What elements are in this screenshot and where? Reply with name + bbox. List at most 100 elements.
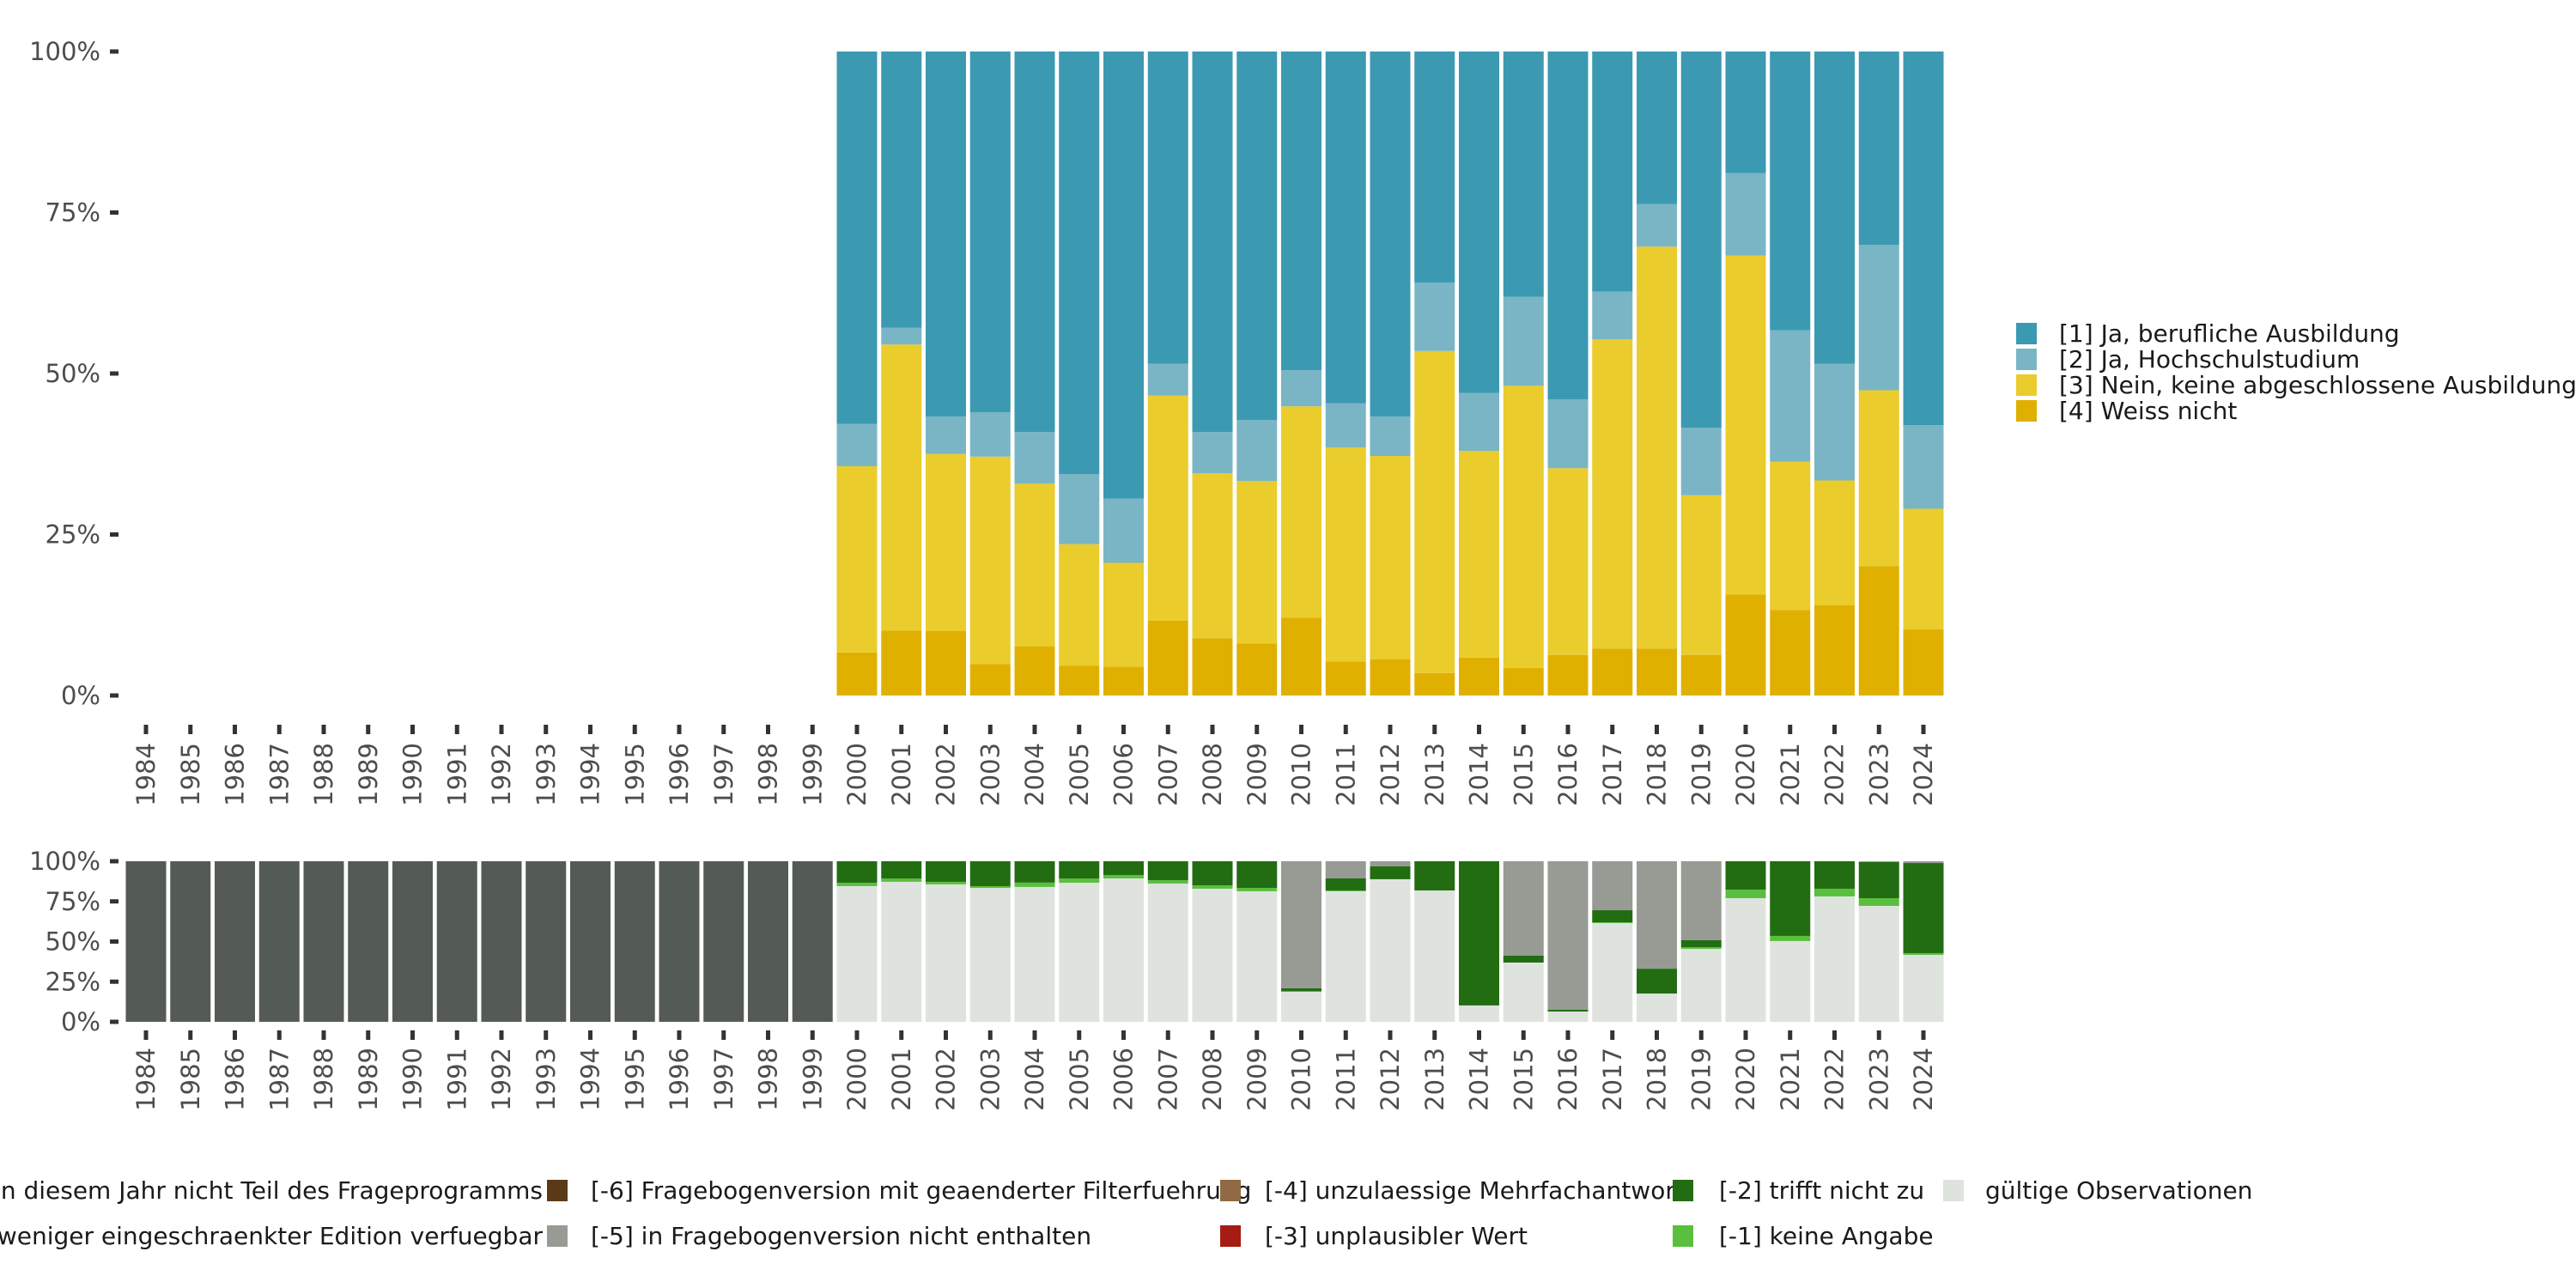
bar-segment (1414, 350, 1455, 673)
bar-segment (1414, 890, 1455, 1022)
bar-segment (1236, 643, 1278, 696)
bar-segment (1103, 562, 1144, 667)
x-tick-label: 2023 (1864, 1048, 1893, 1111)
bar-segment (1547, 861, 1589, 1010)
bar-segment (881, 52, 922, 328)
x-tick-label: 2023 (1864, 743, 1893, 806)
x-tick-label: 1986 (221, 743, 250, 806)
bar-segment (1370, 659, 1411, 696)
bar-segment (1014, 432, 1055, 484)
bar-segment (1592, 861, 1633, 911)
bar-segment (1770, 610, 1811, 696)
bar-segment (1725, 594, 1766, 696)
bar-segment (1281, 52, 1321, 371)
bar-segment (969, 664, 1011, 696)
bar-segment (926, 416, 966, 454)
top-y-axis: 0% 25% 50% 75% 100% (29, 37, 118, 710)
bar-segment (1059, 878, 1100, 884)
bar-segment (1547, 1012, 1589, 1022)
x-tick-label: 2020 (1731, 743, 1760, 806)
bar-segment (881, 344, 922, 631)
x-tick-label: 2011 (1331, 743, 1360, 806)
bar-segment (1103, 878, 1144, 1022)
legend-key (547, 1180, 568, 1201)
x-tick-label: 2014 (1465, 743, 1494, 806)
x-tick-label: 2003 (975, 1048, 1005, 1111)
bar-segment (1014, 647, 1055, 696)
bar-segment (1014, 483, 1055, 647)
x-tick-label: 2012 (1376, 1048, 1405, 1111)
x-tick-label: 1994 (576, 743, 605, 806)
bar-segment (1414, 861, 1455, 891)
legend-key (1673, 1180, 1693, 1201)
bar-segment (1725, 861, 1766, 890)
x-tick-label: 2001 (887, 743, 916, 806)
bar-segment (1236, 481, 1278, 644)
bar-segment (1503, 667, 1544, 696)
bar-segment (1414, 283, 1455, 351)
bar-segment (1014, 52, 1055, 433)
bar-segment (1903, 955, 1944, 1022)
x-tick-label: 2022 (1820, 1048, 1850, 1111)
bar-segment (1147, 363, 1188, 396)
x-tick-label: 2002 (932, 1048, 961, 1111)
y-tick-label: 75% (46, 198, 100, 228)
bar-segment (1770, 52, 1811, 331)
bar-segment (1281, 370, 1321, 407)
bar-segment (1725, 890, 1766, 899)
bar-segment (1459, 52, 1499, 393)
legend-key (2016, 400, 2037, 422)
bar-segment (1592, 922, 1633, 1022)
bar-segment (836, 52, 878, 424)
bar-segment (926, 881, 966, 884)
x-tick-label: 2010 (1287, 1048, 1316, 1111)
x-tick-label: 1991 (442, 743, 471, 806)
bar-segment (1192, 888, 1233, 1022)
y-tick-label: 50% (46, 359, 100, 388)
x-tick-label: 2006 (1109, 1048, 1139, 1111)
x-tick-label: 1996 (665, 743, 694, 806)
bar-segment (1325, 661, 1366, 696)
x-tick-label: 2011 (1331, 1048, 1360, 1111)
x-tick-label: 2013 (1420, 1048, 1449, 1111)
top-legend: [1] Ja, berufliche Ausbildung[2] Ja, Hoc… (2016, 319, 2576, 425)
x-tick-label: 2009 (1242, 743, 1272, 806)
bar-segment (1459, 451, 1499, 658)
bar-segment (1547, 399, 1589, 469)
x-tick-label: 1985 (176, 743, 205, 806)
x-tick-label: 2014 (1465, 1048, 1494, 1111)
bar-segment (926, 52, 966, 417)
x-tick-label: 1998 (754, 1048, 783, 1111)
bar-segment (1903, 508, 1944, 629)
x-tick-label: 2019 (1686, 743, 1716, 806)
legend-label: n weniger eingeschraenkter Edition verfu… (0, 1222, 543, 1250)
bar-segment (969, 52, 1011, 412)
bar-segment (1370, 878, 1411, 1022)
bottom-bars (125, 861, 1944, 1022)
bar-segment (1637, 969, 1677, 994)
bar-segment (1903, 425, 1944, 509)
bar-segment (1858, 861, 1899, 862)
bar-segment (1547, 1009, 1589, 1012)
bar-segment (1459, 392, 1499, 451)
bar-segment (748, 861, 788, 1022)
bar-segment (926, 861, 966, 882)
bar-segment (1503, 296, 1544, 386)
x-tick-label: 1986 (221, 1048, 250, 1111)
x-tick-label: 1990 (398, 1048, 428, 1111)
bar-segment (792, 861, 833, 1022)
bar-segment (1370, 416, 1411, 456)
bar-segment (881, 630, 922, 696)
legend-label: [3] Nein, keine abgeschlossene Ausbildun… (2059, 371, 2576, 399)
x-tick-label: 2021 (1776, 1048, 1805, 1111)
x-tick-label: 1992 (487, 743, 516, 806)
bar-segment (926, 631, 966, 696)
bar-segment (1147, 395, 1188, 621)
bar-segment (1370, 456, 1411, 659)
bar-segment (1281, 406, 1321, 618)
bar-segment (1547, 52, 1589, 399)
bar-segment (703, 861, 744, 1022)
bar-segment (1547, 468, 1589, 655)
x-tick-label: 1985 (176, 1048, 205, 1111)
bar-segment (969, 456, 1011, 665)
